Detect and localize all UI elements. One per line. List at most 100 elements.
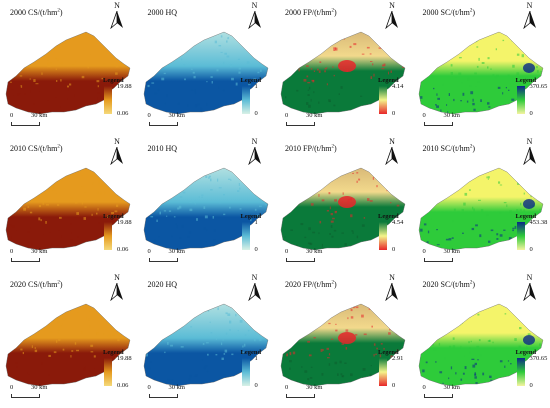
region-map xyxy=(5,303,131,387)
legend-max-value: 1 xyxy=(254,83,258,90)
scale-bar: 0 30 km xyxy=(285,248,325,262)
panel-title-text: 2010 SC/(t/hm xyxy=(422,144,470,153)
map-panel: 2020 CS/(t/hm2) N Legend 19.88 0.06 0 30 km xyxy=(0,272,138,408)
legend-title: Legend xyxy=(378,213,399,220)
panel-title-end: ) xyxy=(59,8,63,17)
north-label: N xyxy=(251,273,258,282)
legend-title: Legend xyxy=(378,77,399,84)
panel-title-superscript: 2 xyxy=(331,8,334,14)
scale-line xyxy=(423,122,453,126)
scale-zero-label: 0 xyxy=(422,384,426,391)
region-map xyxy=(280,167,406,251)
panel-title: 2020 CS/(t/hm2) xyxy=(10,280,63,289)
scale-zero-label: 0 xyxy=(285,248,289,255)
legend-min-value: 0 xyxy=(529,110,533,117)
legend-title: Legend xyxy=(240,213,262,220)
north-label: N xyxy=(526,137,533,146)
north-arrow-icon: N xyxy=(110,138,124,166)
north-label: N xyxy=(526,1,533,10)
legend-max-value: 2.91 xyxy=(392,355,404,362)
north-arrow-icon: N xyxy=(522,1,537,30)
map-panel: 2000 FP/(t/hm2) N Legend 4.14 0 0 30 km xyxy=(275,0,413,136)
panel-title-text: 2020 CS/(t/hm xyxy=(10,280,58,289)
legend-min-value: 0 xyxy=(254,382,258,389)
panel-title-text: 2000 SC/(t/hm xyxy=(422,8,470,17)
panel-title-text: 2010 FP/(t/hm xyxy=(285,144,332,153)
scale-zero-label: 0 xyxy=(10,112,14,119)
scale-line xyxy=(423,394,453,398)
scale-distance-label: 30 km xyxy=(168,112,185,119)
panel-title-superscript: 2 xyxy=(331,280,334,286)
north-arrow-icon: N xyxy=(247,137,262,166)
map-panel: 2020 FP/(t/hm2) N Legend 2.91 0 0 30 km xyxy=(275,272,413,408)
scale-zero-label: 0 xyxy=(10,248,14,255)
region-map xyxy=(5,31,131,115)
legend-min-value: 0 xyxy=(254,110,258,117)
panel-title-end: ) xyxy=(333,8,337,17)
panel-title-text: 2020 HQ xyxy=(147,280,178,289)
legend-color-bar xyxy=(104,358,112,386)
region-map xyxy=(143,167,268,251)
scale-bar: 0 30 km xyxy=(423,384,463,398)
legend-max-value: 19.88 xyxy=(117,355,132,362)
north-arrow-icon: N xyxy=(385,138,399,166)
scale-bar: 0 30 km xyxy=(285,112,325,126)
legend-color-bar xyxy=(104,86,112,114)
panel-title: 2020 FP/(t/hm2) xyxy=(285,280,337,289)
legend-max-value: 1 xyxy=(254,219,258,226)
north-arrow-icon: N xyxy=(110,2,124,30)
panel-title-text: 2020 SC/(t/hm xyxy=(422,280,470,289)
scale-bar: 0 30 km xyxy=(423,248,463,262)
scale-bar: 0 30 km xyxy=(10,112,50,126)
region-map xyxy=(143,31,268,115)
legend-min-value: 0 xyxy=(529,382,533,389)
panel-title: 2000 FP/(t/hm2) xyxy=(285,8,337,17)
scale-bar: 0 30 km xyxy=(423,112,463,126)
legend-max-value: 370.65 xyxy=(529,83,548,90)
panel-title-text: 2020 FP/(t/hm xyxy=(285,280,332,289)
legend-color-bar xyxy=(516,222,525,250)
legend-max-value: 19.88 xyxy=(117,219,132,226)
scale-zero-label: 0 xyxy=(147,384,151,391)
legend-title: Legend xyxy=(515,77,537,84)
scale-line xyxy=(11,394,40,398)
scale-zero-label: 0 xyxy=(10,384,14,391)
scale-bar: 0 30 km xyxy=(148,248,188,262)
scale-zero-label: 0 xyxy=(422,112,426,119)
scale-bar: 0 30 km xyxy=(148,112,188,126)
panel-title: 2010 CS/(t/hm2) xyxy=(10,144,63,153)
legend-color-bar xyxy=(241,358,250,386)
scale-line xyxy=(148,258,178,262)
legend-title: Legend xyxy=(515,213,537,220)
panel-title-superscript: 2 xyxy=(57,280,60,286)
scale-distance-label: 30 km xyxy=(168,248,185,255)
scale-zero-label: 0 xyxy=(422,248,426,255)
legend-color-bar xyxy=(379,86,387,114)
north-arrow-icon: N xyxy=(385,2,399,30)
scale-distance-label: 30 km xyxy=(31,112,48,119)
legend-max-value: 453.38 xyxy=(529,219,548,226)
panel-title-superscript: 2 xyxy=(469,280,473,286)
scale-distance-label: 30 km xyxy=(443,248,460,255)
panel-title-end: ) xyxy=(472,8,476,17)
panel-title: 2010 FP/(t/hm2) xyxy=(285,144,337,153)
map-panel: 2010 SC/(t/hm2) N Legend 453.38 0 0 30 km xyxy=(413,136,550,272)
panel-title-text: 2010 CS/(t/hm xyxy=(10,144,58,153)
map-panel: 2000 HQ N Legend 1 0 0 30 km xyxy=(138,0,276,136)
legend-title: Legend xyxy=(103,349,124,356)
legend-min-value: 0 xyxy=(392,382,396,389)
map-panel: 2020 HQ N Legend 1 0 0 30 km xyxy=(138,272,276,408)
scale-bar: 0 30 km xyxy=(10,248,50,262)
scale-distance-label: 30 km xyxy=(443,112,460,119)
scale-zero-label: 0 xyxy=(147,112,151,119)
panel-title-end: ) xyxy=(59,280,63,289)
panel-title-text: 2000 FP/(t/hm xyxy=(285,8,332,17)
legend-min-value: 0.06 xyxy=(117,246,129,253)
legend-min-value: 0 xyxy=(254,246,258,253)
north-label: N xyxy=(251,137,258,146)
legend-color-bar xyxy=(516,86,525,114)
scale-distance-label: 30 km xyxy=(306,384,323,391)
scale-zero-label: 0 xyxy=(147,248,151,255)
legend-max-value: 370.65 xyxy=(529,355,548,362)
scale-line xyxy=(286,122,315,126)
